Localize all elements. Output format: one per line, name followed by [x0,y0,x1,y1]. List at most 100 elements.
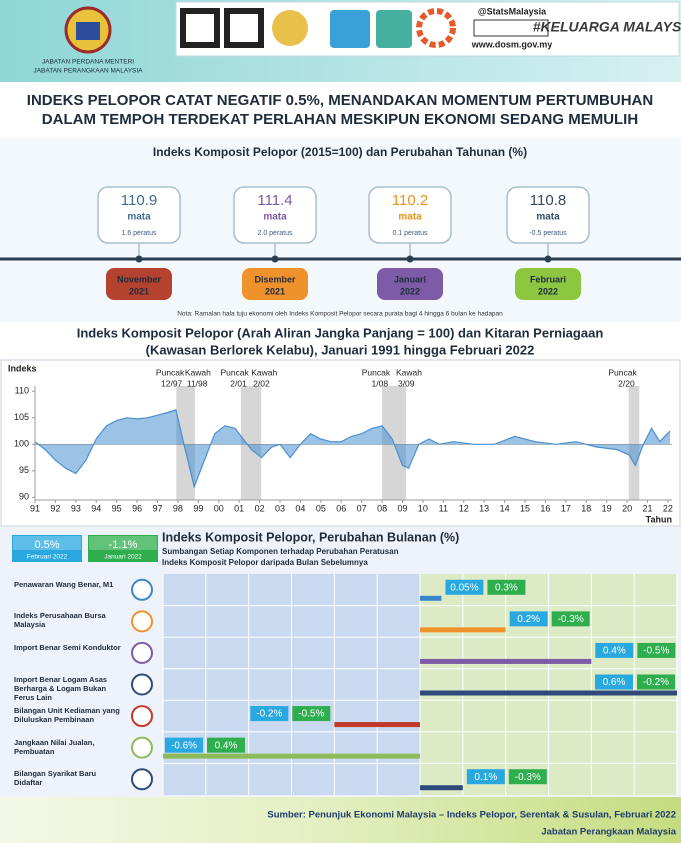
card-change: 2.0 peratus [257,230,293,237]
legend-total: 0.5% [34,539,59,551]
trough-date: 2/02 [253,378,270,388]
x-tick-label: 06 [336,503,346,513]
title-bg [0,82,681,140]
card-change: -0.5 peratus [529,230,567,237]
bar [334,722,420,728]
bar-chart: 0.5% Februari 2022 -1.1% Januari 2022 Indeks… [12,530,678,795]
crest-shield [76,22,100,40]
value-box [595,642,634,658]
value-label: 0.4% [603,646,626,657]
value-label: -0.3% [558,614,584,625]
value-box [207,737,245,753]
value-box [165,737,203,753]
card-change: 0.1 peratus [392,230,428,237]
footer-bg [0,797,681,843]
component-label: Jangkaan Nilai Jualan, Pembuatan [14,737,95,756]
value-label: 0.2% [517,614,540,625]
x-tick-label: 17 [561,503,571,513]
cards: 110.9 mata 1.6 peratus November 2021 111.4 mat… [97,186,590,300]
x-tick-label: 19 [602,503,612,513]
logo-hies [330,10,370,48]
card-value: 110.9 [121,192,157,209]
bar-chart-title: Indeks Komposit Pelopor, Perubahan Bulan… [162,530,459,544]
x-tick-label: 00 [214,503,224,513]
month-label: Januari [394,274,426,284]
value-label: 0.3% [495,582,518,593]
bar [420,658,592,664]
value-label: -0.5% [643,646,669,657]
month-pill [242,268,308,300]
peak-label: Puncak [362,367,391,377]
value-label: -0.2% [256,709,282,720]
logo-10th [272,10,308,46]
x-tick-label: 10 [418,503,428,513]
x-tick-label: 94 [91,503,101,513]
recession-band [240,386,262,500]
component-icon [131,578,153,601]
chart-title: Indeks Komposit Pelopor (Arah Aliran Jan… [77,325,604,340]
card-unit: mata [263,212,287,223]
month-label: Februari [530,274,566,284]
month-pill [377,268,443,300]
x-tick-label: 12 [459,503,469,513]
component-icon [131,673,153,696]
peak-date: 12/97 [161,378,183,388]
x-tick-label: 93 [71,503,81,513]
year-label: 2022 [400,286,420,296]
x-tick-label: 08 [377,503,387,513]
component-icon [131,736,153,759]
value-box [250,706,289,722]
chart-title-bg [0,322,681,360]
recession-band [628,386,640,500]
component-label: Penawaran Wang Benar, M1 [14,579,114,589]
legend-badge-top [89,536,157,550]
y-tick-label: 95 [19,465,29,475]
legend-name: Januari 2022 [104,554,142,561]
website: www.dosm.gov.my [471,39,553,49]
logo-census [376,10,412,48]
month-label: Disember [254,274,296,284]
x-tick-label: 05 [316,503,326,513]
value-label: -0.5% [298,709,324,720]
value-label: 0.1% [474,772,497,783]
value-box [637,642,676,658]
x-axis-label: Tahun [646,514,672,524]
x-tick-label: 98 [173,503,183,513]
value-label: -0.3% [515,772,541,783]
value-box [292,706,331,722]
x-tick-label: 01 [234,503,244,513]
x-tick-label: 21 [642,503,652,513]
peak-date: 2/20 [618,378,635,388]
main-title: DALAM TEMPOH TERDEKAT PERLAHAN MESKIPUN … [42,111,638,128]
x-tick-label: 09 [397,503,407,513]
bar [163,753,420,759]
bar-chart-subtitle: Indeks Komposit Pelopor daripada Bulan S… [162,558,368,567]
x-tick-label: 22 [663,503,673,513]
component-label: Bilangan Syarikat Baru Didaftar [14,769,97,788]
value-box [508,769,547,785]
y-tick-label: 100 [14,439,29,449]
year-label: 2021 [129,286,149,296]
value-label: 0.6% [603,677,626,688]
index-area [35,409,670,487]
value-box [509,611,548,627]
value-box [595,674,633,690]
x-tick-label: 99 [193,503,203,513]
value-box [445,579,484,595]
social-handle: @StatsMalaysia [478,6,547,16]
qr-inner [186,14,214,42]
bar [420,690,677,696]
legend-badge [12,535,82,562]
card-unit: mata [398,212,422,223]
component-icon [131,610,153,633]
bar [420,785,463,791]
value-label: 0.05% [450,582,478,593]
source: Sumber: Penunjuk Ekonomi Malaysia – Inde… [267,810,676,821]
x-tick-label: 04 [295,503,305,513]
chart-title: (Kawasan Berlorek Kelabu), Januari 1991 … [146,342,535,357]
peak-label: Puncak [608,367,637,377]
x-tick-label: 02 [255,503,265,513]
y-axis-label: Indeks [8,363,37,373]
department: JABATAN PERANGKAAN MALAYSIA [33,68,143,75]
